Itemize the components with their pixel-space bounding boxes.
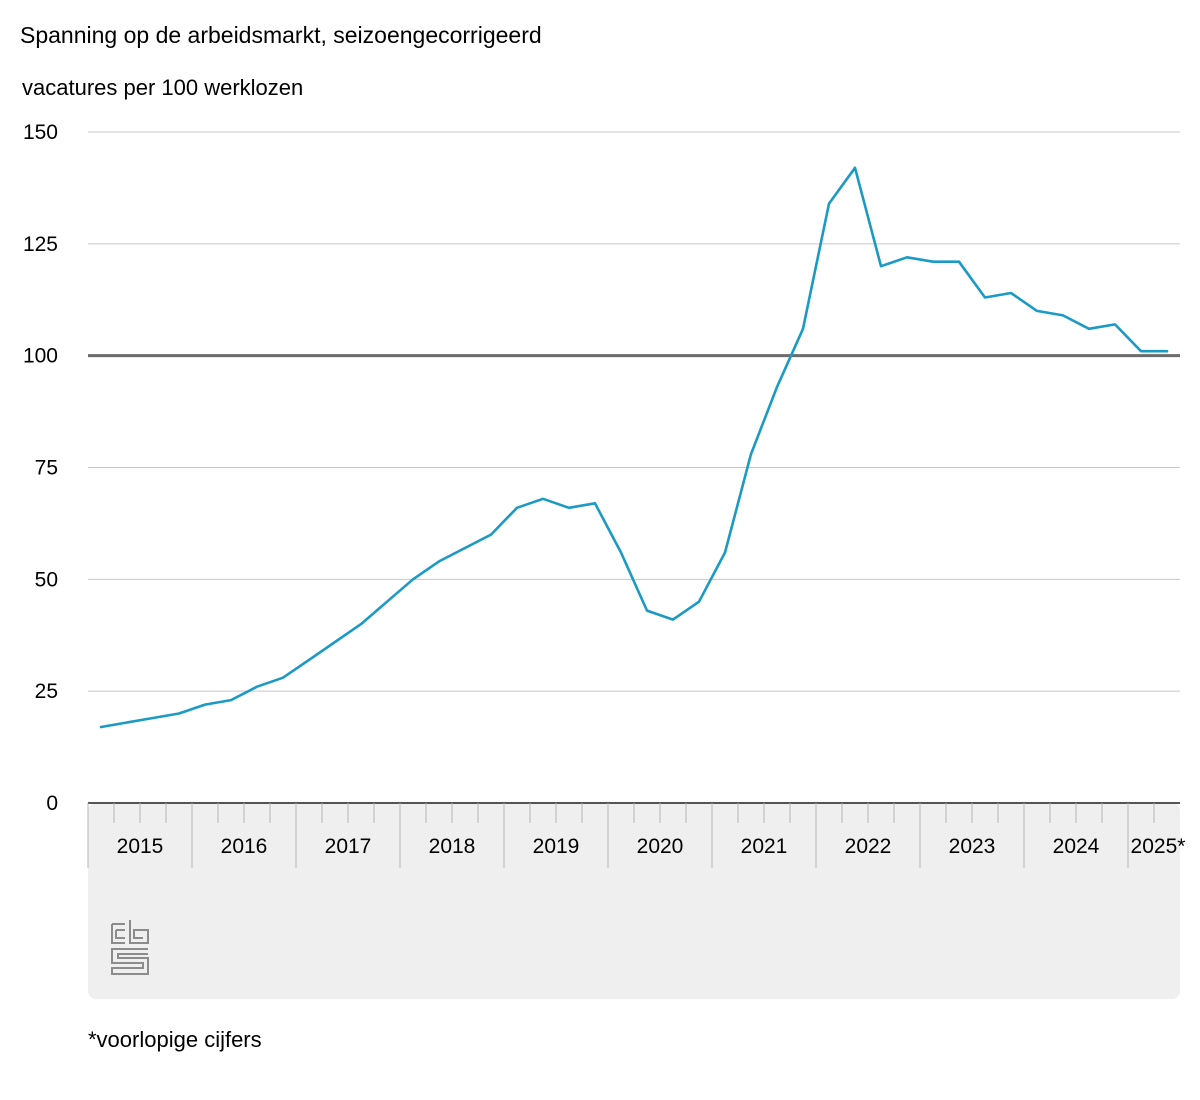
y-tick-label-125: 125 xyxy=(23,233,58,256)
x-axis-band xyxy=(88,803,1180,999)
x-tick-label-2024: 2024 xyxy=(1053,835,1100,858)
y-tick-label-50: 50 xyxy=(35,568,58,591)
x-tick-label-2025: 2025* xyxy=(1131,835,1186,858)
y-tick-label-100: 100 xyxy=(23,345,58,368)
x-tick-label-2018: 2018 xyxy=(429,835,476,858)
x-tick-label-2017: 2017 xyxy=(325,835,372,858)
cbs-logo-icon xyxy=(111,920,149,975)
y-axis-label: vacatures per 100 werklozen xyxy=(22,75,304,100)
x-tick-label-2020: 2020 xyxy=(637,835,684,858)
series-line xyxy=(99,166,1169,729)
x-axis: 2015 2016 2017 2018 2019 2020 2021 2022 2023 2024… xyxy=(87,802,1186,868)
gridlines xyxy=(88,131,1180,692)
y-tick-label-150: 150 xyxy=(23,121,58,144)
y-tick-label-0: 0 xyxy=(46,792,58,815)
x-tick-label-2023: 2023 xyxy=(949,835,996,858)
x-tick-label-2021: 2021 xyxy=(741,835,788,858)
y-tick-label-25: 25 xyxy=(35,680,58,703)
x-tick-label-2022: 2022 xyxy=(845,835,892,858)
y-axis-ticks: 0 25 50 75 100 125 150 xyxy=(23,121,58,815)
footnote: *voorlopige cijfers xyxy=(88,1027,262,1052)
x-tick-label-2016: 2016 xyxy=(221,835,268,858)
x-tick-label-2015: 2015 xyxy=(117,835,164,858)
x-tick-label-2019: 2019 xyxy=(533,835,580,858)
y-tick-label-75: 75 xyxy=(35,457,58,480)
chart-title: Spanning op de arbeidsmarkt, seizoengeco… xyxy=(20,22,542,48)
